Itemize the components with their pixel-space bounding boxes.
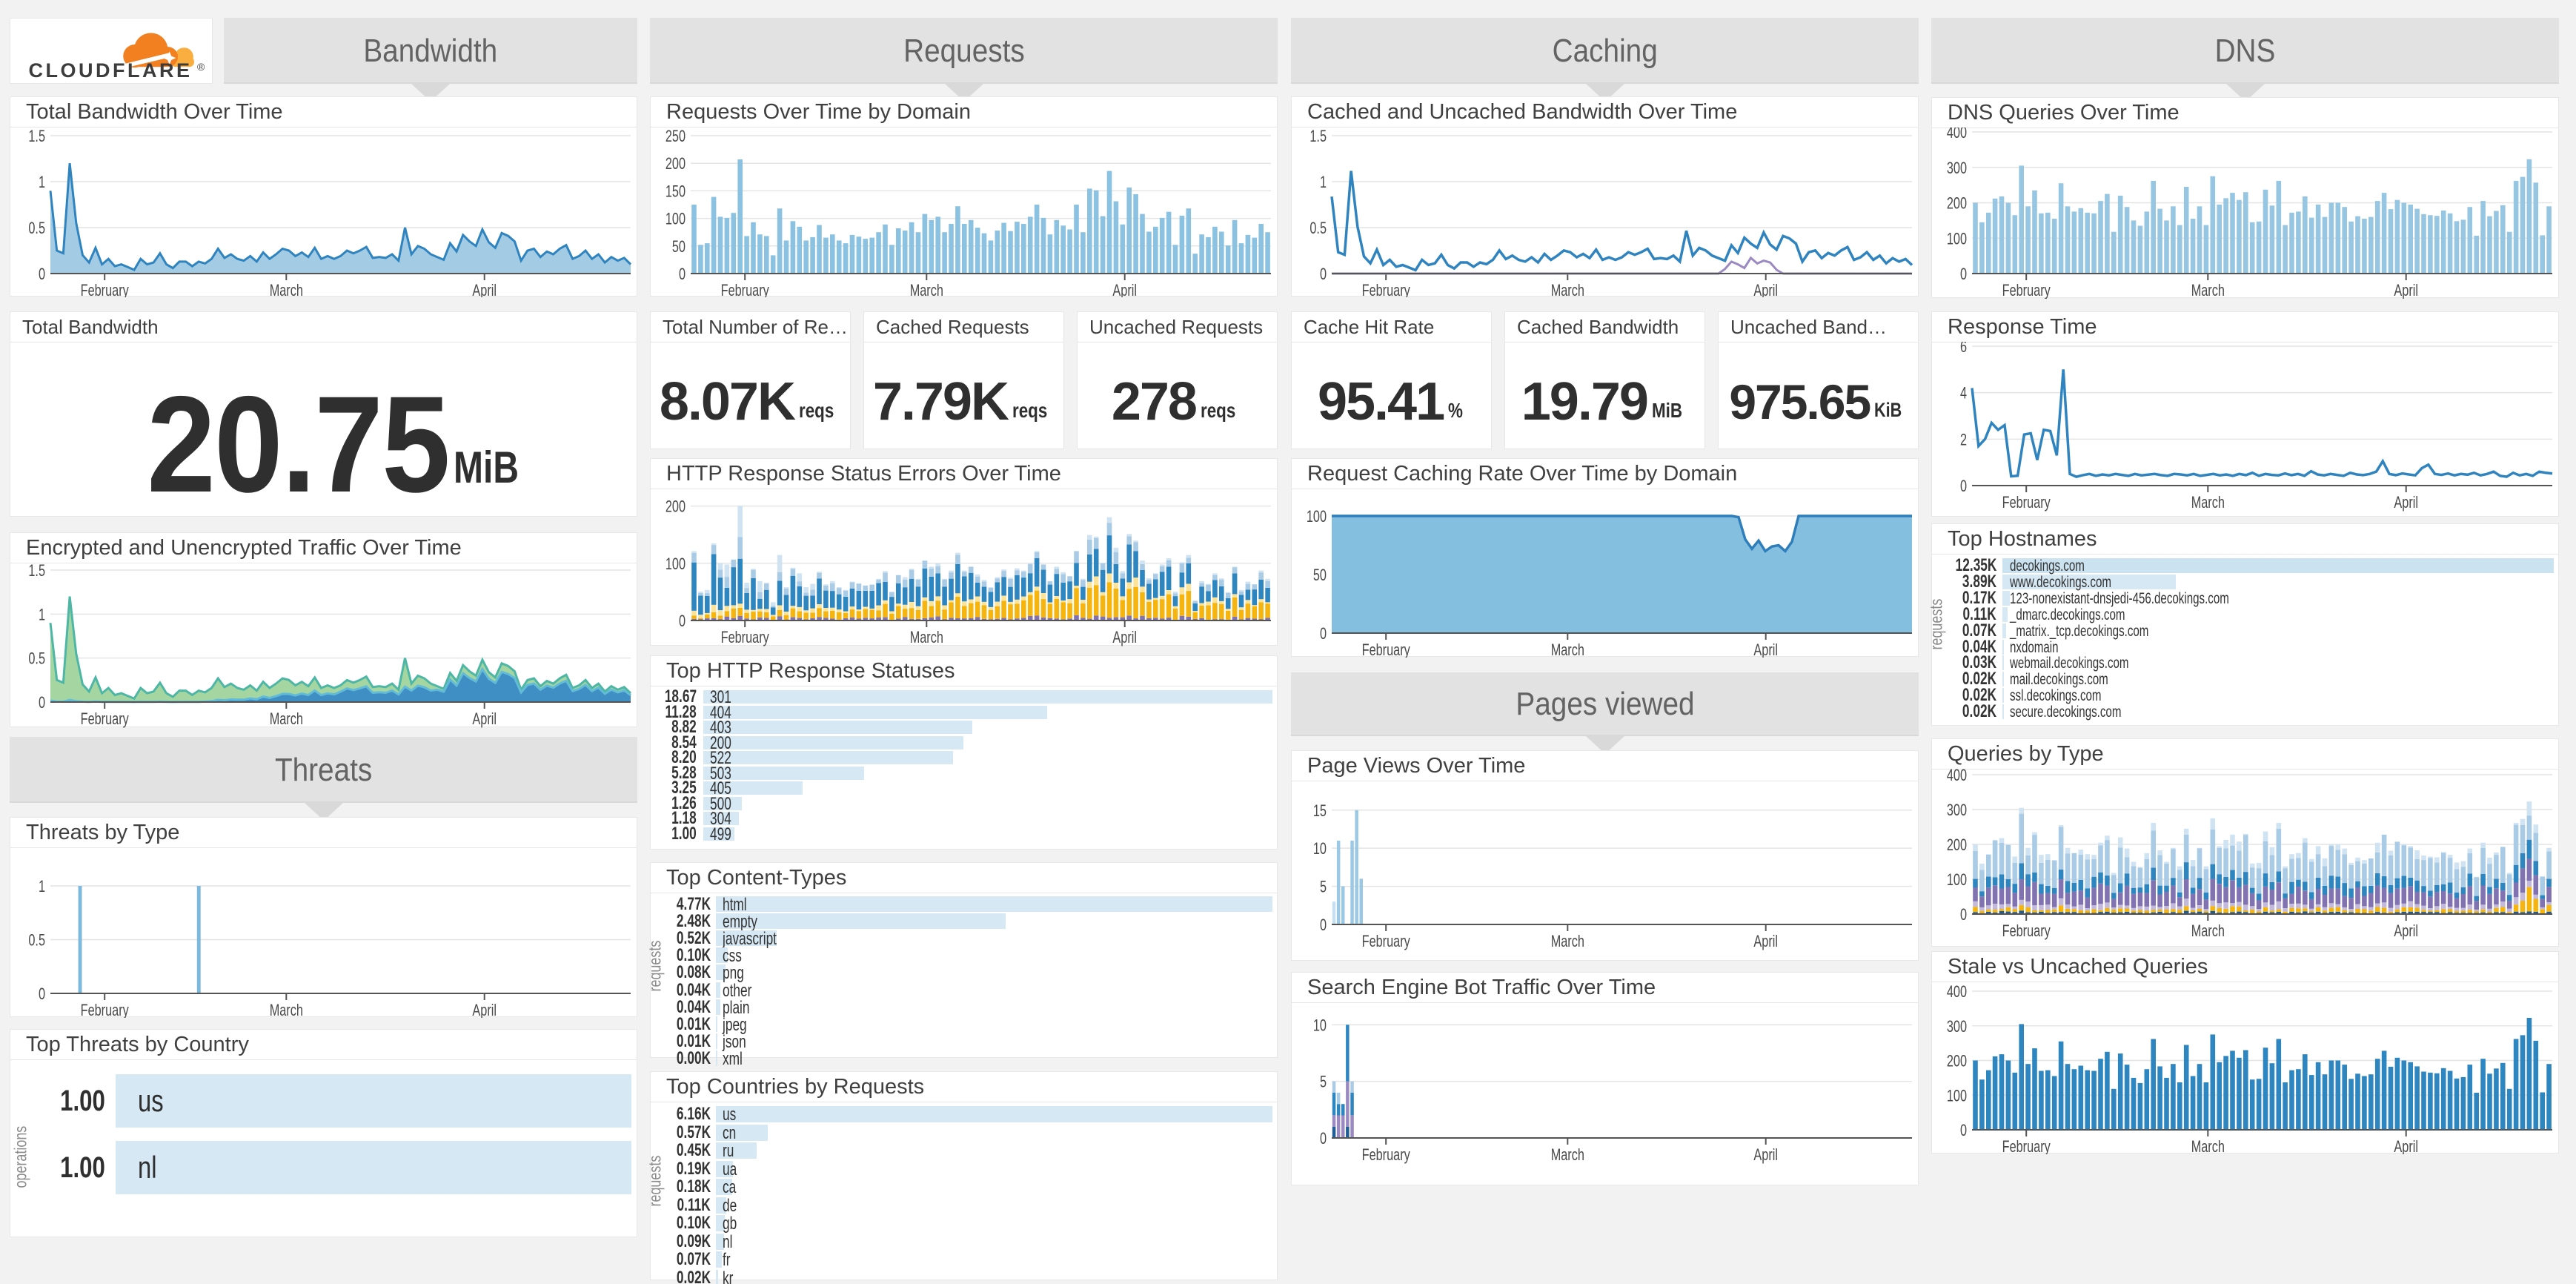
svg-text:February: February: [1362, 1146, 1410, 1165]
svg-text:April: April: [472, 282, 497, 297]
svg-text:0: 0: [1960, 1122, 1967, 1140]
svg-text:April: April: [1112, 282, 1137, 297]
svg-text:0: 0: [39, 265, 45, 284]
svg-text:March: March: [910, 629, 943, 646]
svg-text:0.5: 0.5: [1309, 219, 1327, 238]
svg-text:March: March: [270, 282, 303, 297]
svg-text:200: 200: [1947, 194, 1967, 213]
svg-text:50: 50: [672, 237, 686, 256]
svg-text:0: 0: [679, 612, 686, 631]
svg-text:400: 400: [1947, 769, 1967, 785]
svg-text:5: 5: [1320, 878, 1327, 896]
svg-text:15: 15: [1313, 801, 1327, 820]
svg-text:250: 250: [665, 128, 686, 146]
svg-text:February: February: [2002, 1138, 2051, 1154]
svg-text:100: 100: [1947, 1087, 1967, 1105]
svg-text:0: 0: [1960, 906, 1967, 924]
svg-text:4: 4: [1960, 384, 1967, 403]
svg-text:1: 1: [39, 173, 45, 192]
svg-text:March: March: [270, 710, 303, 728]
svg-text:0.5: 0.5: [28, 931, 45, 950]
svg-text:200: 200: [665, 155, 686, 173]
svg-text:200: 200: [665, 497, 686, 516]
svg-text:0: 0: [1320, 916, 1327, 935]
svg-text:0: 0: [679, 265, 686, 284]
svg-text:1.5: 1.5: [1309, 128, 1327, 146]
svg-text:March: March: [2191, 1138, 2225, 1154]
svg-text:100: 100: [665, 210, 686, 228]
svg-text:CLOUDFLARE: CLOUDFLARE: [29, 59, 193, 82]
svg-text:100: 100: [665, 555, 686, 573]
svg-text:February: February: [2002, 282, 2051, 299]
svg-text:6: 6: [1960, 342, 1967, 357]
svg-text:1.5: 1.5: [28, 128, 45, 146]
svg-text:April: April: [2394, 1138, 2418, 1154]
svg-text:0: 0: [39, 694, 45, 712]
svg-text:February: February: [1362, 282, 1410, 297]
svg-text:February: February: [81, 282, 129, 297]
svg-text:March: March: [1551, 933, 1584, 951]
svg-text:0: 0: [1320, 625, 1327, 643]
svg-text:April: April: [1753, 1146, 1778, 1165]
svg-text:10: 10: [1313, 840, 1327, 858]
svg-text:February: February: [1362, 641, 1410, 658]
svg-text:April: April: [472, 710, 497, 728]
svg-text:®: ®: [197, 61, 205, 73]
svg-text:2: 2: [1960, 431, 1967, 449]
svg-text:10: 10: [1313, 1016, 1327, 1035]
svg-text:March: March: [910, 282, 943, 297]
svg-text:300: 300: [1947, 1017, 1967, 1036]
svg-text:March: March: [2191, 922, 2225, 941]
svg-text:100: 100: [1947, 871, 1967, 890]
svg-text:0: 0: [1960, 265, 1967, 284]
svg-text:150: 150: [665, 182, 686, 201]
svg-text:April: April: [2394, 494, 2418, 512]
svg-text:1: 1: [39, 606, 45, 624]
svg-text:1: 1: [1320, 173, 1327, 192]
svg-text:February: February: [81, 710, 129, 728]
svg-text:February: February: [2002, 922, 2051, 941]
svg-text:March: March: [1551, 282, 1584, 297]
svg-text:400: 400: [1947, 128, 1967, 142]
svg-text:1.5: 1.5: [28, 563, 45, 580]
svg-text:0.5: 0.5: [28, 649, 45, 668]
svg-text:March: March: [1551, 1146, 1584, 1165]
svg-text:5: 5: [1320, 1073, 1327, 1091]
svg-text:0: 0: [39, 985, 45, 1004]
svg-text:0: 0: [1320, 265, 1327, 284]
svg-text:100: 100: [1307, 508, 1327, 526]
svg-text:March: March: [1551, 641, 1584, 658]
svg-text:February: February: [2002, 494, 2051, 512]
svg-text:April: April: [2394, 282, 2418, 299]
svg-text:February: February: [721, 629, 769, 646]
svg-text:50: 50: [1313, 566, 1327, 585]
svg-text:200: 200: [1947, 836, 1967, 855]
svg-text:April: April: [1753, 933, 1778, 951]
svg-text:April: April: [1753, 641, 1778, 658]
svg-text:February: February: [81, 1002, 129, 1018]
svg-text:March: March: [270, 1002, 303, 1018]
svg-text:April: April: [2394, 922, 2418, 941]
svg-text:0: 0: [1960, 477, 1967, 496]
svg-text:100: 100: [1947, 230, 1967, 248]
svg-text:300: 300: [1947, 801, 1967, 820]
svg-text:0.5: 0.5: [28, 219, 45, 238]
svg-text:April: April: [472, 1002, 497, 1018]
svg-text:March: March: [2191, 282, 2225, 299]
svg-text:February: February: [1362, 933, 1410, 951]
svg-text:March: March: [2191, 494, 2225, 512]
svg-text:April: April: [1753, 282, 1778, 297]
svg-text:April: April: [1112, 629, 1137, 646]
svg-text:200: 200: [1947, 1052, 1967, 1070]
svg-text:February: February: [721, 282, 769, 297]
svg-text:400: 400: [1947, 983, 1967, 1002]
svg-text:0: 0: [1320, 1130, 1327, 1148]
svg-text:1: 1: [39, 878, 45, 896]
svg-text:300: 300: [1947, 159, 1967, 177]
